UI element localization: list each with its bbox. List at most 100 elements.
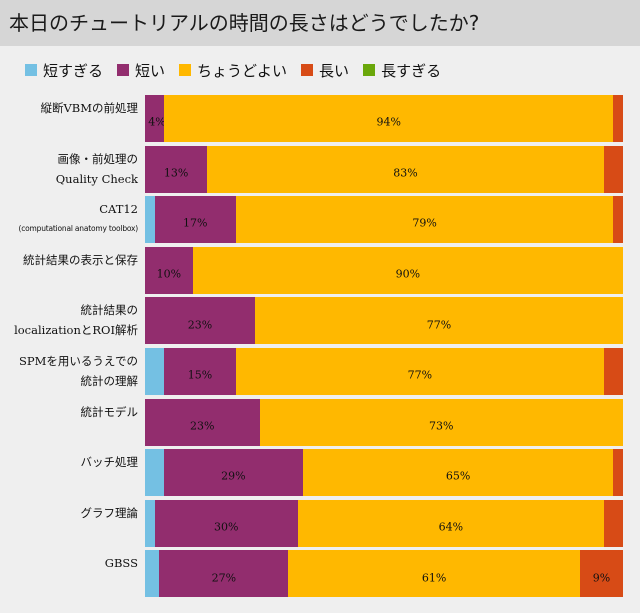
bar-segment: 83%: [207, 145, 604, 193]
stacked-bar: 27% 61% 9%: [145, 550, 623, 598]
bar-segment: 73%: [259, 398, 623, 446]
legend-swatch: [363, 64, 376, 76]
stacked-bar: 29% 65%: [145, 449, 623, 497]
data-label: 77%: [426, 318, 452, 332]
category-label-line: 統計モデル: [80, 404, 139, 419]
category-label-line: localizationとROI解析: [14, 323, 138, 338]
bar-segment: [145, 449, 165, 497]
stacked-bar: 13% 83%: [145, 145, 623, 193]
bar-segment: 27%: [159, 550, 289, 598]
data-label: 73%: [429, 419, 454, 433]
data-label: 77%: [407, 368, 433, 382]
category-label-line: Quality Check: [55, 171, 138, 186]
bar-segment: 79%: [235, 196, 614, 244]
data-label: 30%: [214, 520, 239, 534]
bar-segment: 64%: [297, 499, 604, 547]
bar-segment: 29%: [164, 449, 303, 497]
category-label-line: 画像・前処理の: [57, 151, 139, 166]
bar-segment: 94%: [164, 95, 614, 142]
bar-segment: 23%: [145, 297, 255, 345]
legend-item: 短すぎる: [25, 60, 103, 81]
bar-segment: 77%: [254, 297, 623, 345]
stacked-bar: 15% 77%: [145, 348, 623, 395]
bar-segment: 15%: [164, 348, 236, 395]
data-label: 13%: [163, 166, 189, 180]
category-label-line: (computational anatomy toolbox): [18, 224, 138, 234]
legend-label: 短い: [135, 61, 166, 80]
data-label: 64%: [438, 520, 464, 534]
stacked-bar: 4% 94%: [145, 95, 623, 142]
category-label-line: GBSS: [104, 556, 138, 571]
category-label: 統計モデル: [0, 402, 139, 422]
legend-item: 短い: [117, 60, 165, 81]
bar-segment: [613, 196, 623, 244]
legend-label: 短すぎる: [43, 61, 104, 80]
data-label: 94%: [376, 115, 401, 129]
bar-segment: 23%: [145, 398, 260, 446]
legend-item: 長い: [301, 60, 349, 81]
data-label: 4%: [148, 115, 166, 129]
category-label: 画像・前処理の Quality Check: [0, 149, 138, 189]
legend-label: 長すぎる: [381, 61, 442, 80]
data-label: 17%: [182, 216, 208, 230]
bar-segment: [603, 348, 623, 395]
legend: 短すぎる 短い ちょうどよい 長い 長すぎる: [25, 58, 455, 82]
bar-segment: 30%: [154, 499, 298, 547]
legend-label: 長い: [319, 61, 350, 80]
data-label: 10%: [156, 267, 182, 281]
stacked-bar: 10% 90%: [145, 246, 623, 294]
stacked-bar: 17% 79%: [145, 196, 623, 244]
data-label: 90%: [395, 267, 421, 281]
category-label-line: CAT12: [99, 202, 138, 217]
bar-segment: 17%: [154, 196, 236, 244]
category-label-line: 縦断VBMの前処理: [40, 101, 138, 115]
data-label: 29%: [221, 469, 246, 483]
bar-segment: [613, 95, 623, 142]
category-label-line: 統計結果の: [80, 303, 139, 318]
data-label: 27%: [211, 571, 237, 585]
bar-segment: 90%: [192, 246, 623, 294]
category-label: バッチ処理: [0, 452, 139, 472]
category-label: SPMを用いるうえでの統計の理解: [0, 351, 138, 391]
bar-segment: 13%: [145, 145, 208, 193]
legend-swatch: [179, 64, 192, 76]
bar-segment: 9%: [579, 550, 623, 598]
legend-label: ちょうどよい: [197, 61, 288, 80]
bar-segment: [145, 499, 155, 547]
legend-swatch: [25, 64, 37, 76]
legend-swatch: [117, 64, 130, 76]
data-label: 23%: [190, 419, 215, 433]
data-label: 61%: [421, 571, 447, 585]
category-label-line: SPMを用いるうえでの: [18, 354, 138, 368]
category-label: 縦断VBMの前処理: [0, 98, 138, 118]
bar-segment: [145, 550, 160, 598]
stacked-bar: 23% 73%: [145, 398, 623, 446]
bar-segment: [613, 449, 623, 497]
chart-title: 本日のチュートリアルの時間の長さはどうでしたか?: [9, 11, 480, 35]
category-label-line: 統計結果の表示と保存: [23, 252, 138, 267]
data-label: 83%: [393, 166, 418, 180]
category-label-line: バッチ処理: [80, 455, 139, 470]
bar-segment: 77%: [235, 348, 604, 395]
legend-item: ちょうどよい: [179, 60, 287, 81]
category-label-line: 統計の理解: [80, 374, 139, 388]
stacked-bar: 30% 64%: [145, 499, 623, 547]
bar-segment: 10%: [145, 246, 193, 294]
legend-swatch: [301, 64, 314, 76]
legend-item: 長すぎる: [363, 60, 441, 81]
data-label: 65%: [445, 469, 471, 483]
category-label: CAT12 (computational anatomy toolbox): [0, 199, 138, 239]
bar-segment: [603, 145, 623, 193]
category-label-line: グラフ理論: [80, 505, 139, 520]
bar-segment: 4%: [145, 95, 166, 142]
bar-segment: 65%: [302, 449, 614, 497]
data-label: 79%: [412, 216, 437, 230]
title-bar: 本日のチュートリアルの時間の長さはどうでしたか?: [0, 0, 640, 46]
category-label: 統計結果の表示と保存: [0, 250, 138, 270]
category-label: グラフ理論: [0, 503, 139, 523]
data-label: 15%: [187, 368, 213, 382]
bar-segment: [145, 348, 165, 395]
category-label: 統計結果の localizationとROI解析: [0, 300, 138, 340]
stacked-bar: 23% 77%: [145, 297, 623, 345]
data-label: 23%: [187, 318, 213, 332]
